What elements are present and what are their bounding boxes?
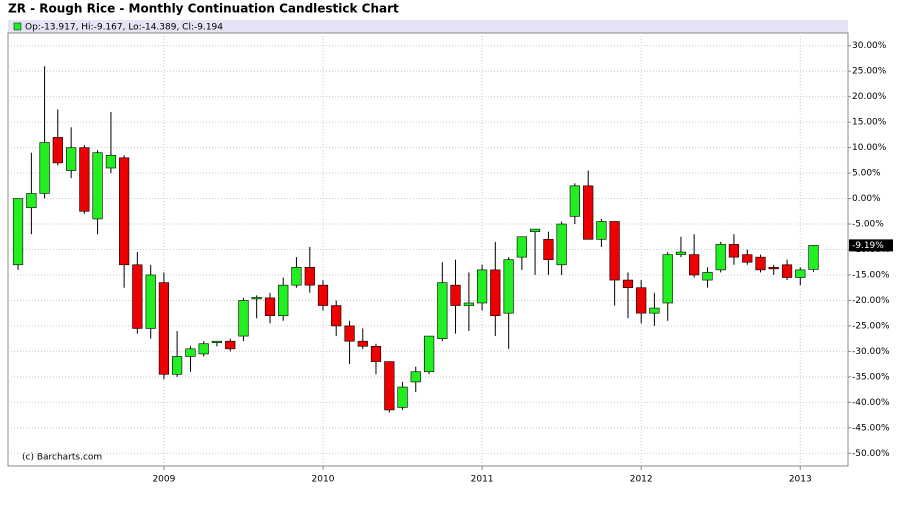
x-tick-label: 2012 [630, 475, 653, 485]
candle-body [715, 244, 726, 271]
candle-body [105, 154, 117, 169]
candle-body [397, 386, 408, 408]
candle-body [755, 256, 766, 271]
x-tick-label: 2009 [152, 475, 175, 485]
candle-body [609, 221, 620, 281]
legend-band [8, 20, 848, 33]
candle-body [304, 267, 315, 286]
candle-body [622, 279, 634, 289]
legend-text: Op:-13.917, Hi:-9.167, Lo:-14.389, Cl:-9… [25, 23, 223, 33]
y-tick-label: -5.00% [852, 220, 884, 230]
candle-body [331, 305, 342, 327]
y-tick-label: -15.00% [852, 270, 890, 280]
candle-body [463, 302, 474, 306]
candle-body [662, 254, 673, 304]
candle-body [689, 254, 700, 276]
candle-body [172, 356, 183, 375]
candle-body [158, 282, 170, 375]
candle-body [596, 221, 607, 240]
candle-body [251, 297, 262, 300]
candle-body [119, 157, 130, 266]
candle-body [476, 269, 488, 304]
y-tick-label: 25.00% [852, 67, 887, 77]
y-tick-label: -45.00% [852, 423, 890, 433]
y-tick-label: 10.00% [852, 143, 887, 153]
candle-body [702, 272, 713, 281]
y-tick-label: 15.00% [852, 118, 887, 128]
candle-body [569, 185, 580, 217]
candle-body [675, 251, 687, 255]
candle-body [238, 300, 249, 337]
candle-body [768, 267, 779, 270]
candle-body [185, 348, 196, 357]
candle-body [79, 147, 90, 212]
candle-body [145, 274, 156, 329]
candle-body [490, 269, 501, 317]
credit: (c) Barcharts.com [22, 453, 102, 463]
chart-title: ZR - Rough Rice - Monthly Continuation C… [8, 2, 399, 16]
candle-body [424, 335, 435, 373]
candle-body [317, 284, 329, 306]
y-tick-label: -30.00% [852, 347, 890, 357]
y-tick-label: 0.00% [852, 194, 881, 204]
candle-body [516, 236, 527, 258]
candle-body [450, 284, 461, 306]
candle-body [384, 361, 395, 411]
candle-body [225, 340, 236, 350]
candle-body [556, 223, 567, 266]
x-tick-label: 2010 [312, 475, 335, 485]
candle-body [92, 152, 103, 220]
candle-body [649, 307, 660, 314]
y-tick-label: 30.00% [852, 41, 887, 51]
candle-body [636, 287, 647, 314]
candle-body [529, 228, 541, 232]
y-tick-label: -50.00% [852, 449, 890, 459]
candle-body [583, 185, 594, 240]
candle-body [66, 147, 77, 171]
candle-body [344, 325, 355, 342]
last-price-box [849, 239, 893, 252]
x-tick-label: 2011 [471, 475, 494, 485]
candle-body [370, 345, 382, 362]
y-tick-label: 5.00% [852, 169, 881, 179]
y-tick-label: -40.00% [852, 398, 890, 408]
candle-body [795, 269, 806, 278]
candle-body [781, 264, 793, 278]
y-tick-label: -20.00% [852, 296, 890, 306]
candle-body [278, 284, 289, 317]
y-tick-label: -25.00% [852, 321, 890, 331]
candle-body [198, 343, 209, 355]
candle-body [132, 264, 143, 329]
candle-body [410, 371, 421, 383]
candle-body [12, 198, 24, 266]
candle-body [503, 259, 514, 314]
candle-body [26, 193, 37, 209]
x-tick-label: 2013 [789, 475, 812, 485]
candle-body [437, 282, 448, 339]
candle-body [52, 137, 63, 164]
last-price-label: -9.19% [852, 241, 884, 251]
candle-body [39, 142, 50, 194]
y-tick-label: -35.00% [852, 372, 890, 382]
candle-body [543, 239, 554, 260]
candle-body [264, 297, 276, 317]
candle-body [357, 340, 368, 347]
candle-body [291, 267, 302, 286]
candle-body [728, 244, 740, 258]
candle-body [211, 340, 222, 344]
legend-swatch [13, 22, 22, 31]
y-tick-label: 20.00% [852, 92, 887, 102]
candle-body [742, 254, 753, 263]
candle-body [808, 245, 819, 270]
